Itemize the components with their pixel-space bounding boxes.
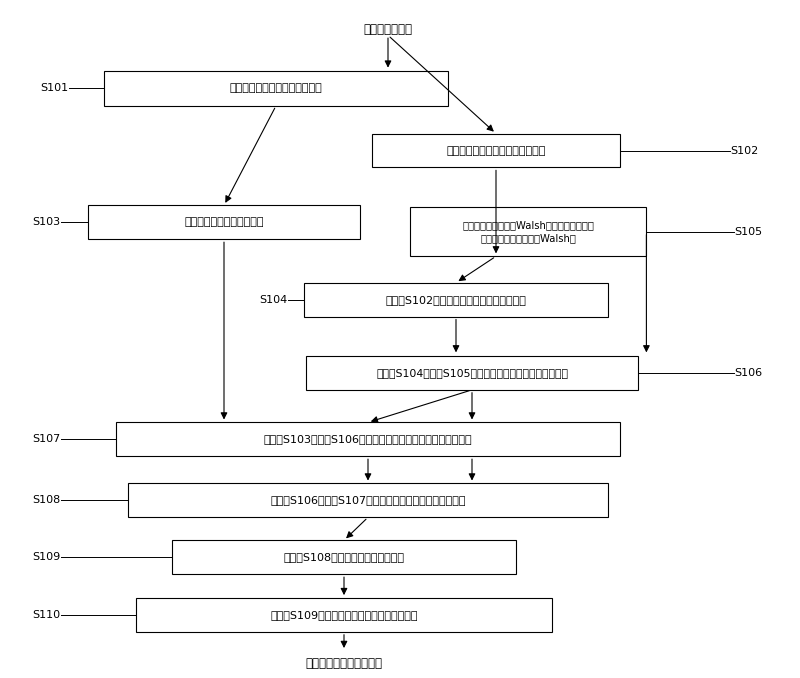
Text: S103: S103 — [32, 218, 61, 227]
Text: 对步骤S106和步骤S107的输出，对应相乘后产生一组输出: 对步骤S106和步骤S107的输出，对应相乘后产生一组输出 — [270, 496, 466, 505]
FancyBboxPatch shape — [372, 134, 620, 167]
FancyBboxPatch shape — [304, 283, 608, 317]
Text: S107: S107 — [32, 435, 61, 444]
Text: S104: S104 — [259, 295, 288, 304]
FancyBboxPatch shape — [410, 207, 646, 256]
FancyBboxPatch shape — [136, 598, 552, 632]
Text: 发生一组正交码例如Walsh码，产生某一长度
的一组正交码例如一组Walsh码: 发生一组正交码例如Walsh码，产生某一长度 的一组正交码例如一组Walsh码 — [462, 220, 594, 243]
Text: 对步骤S102中产生的扩频码按某一长度分段: 对步骤S102中产生的扩频码按某一长度分段 — [386, 295, 526, 304]
Text: 对接收信号按某一长度分段: 对接收信号按某一长度分段 — [184, 218, 264, 227]
FancyBboxPatch shape — [128, 483, 608, 517]
Text: 对步骤S109的输出，进行段的合并后产生输出: 对步骤S109的输出，进行段的合并后产生输出 — [270, 610, 418, 620]
FancyBboxPatch shape — [116, 422, 620, 456]
Text: 对步骤S104和步骤S105的输出，对应相乘后产生一组输出: 对步骤S104和步骤S105的输出，对应相乘后产生一组输出 — [376, 368, 568, 378]
Text: S109: S109 — [32, 553, 61, 562]
Text: 检测并解调接收信号中的强信号: 检测并解调接收信号中的强信号 — [230, 83, 322, 93]
Text: S102: S102 — [730, 146, 758, 155]
Text: 对步骤S108的输出，累加后产生输出: 对步骤S108的输出，累加后产生输出 — [283, 553, 405, 562]
Text: 接收的原始信号: 接收的原始信号 — [363, 22, 413, 36]
FancyBboxPatch shape — [104, 71, 448, 106]
Text: S106: S106 — [734, 368, 762, 378]
FancyBboxPatch shape — [172, 540, 516, 574]
Text: 产生与某一个强信号同步的扩频码: 产生与某一个强信号同步的扩频码 — [446, 146, 546, 155]
Text: 对步骤S103和步骤S106的输出，对应求卷积和后产生一个输出: 对步骤S103和步骤S106的输出，对应求卷积和后产生一个输出 — [264, 435, 472, 444]
Text: S101: S101 — [40, 83, 69, 93]
Text: S105: S105 — [734, 227, 762, 237]
Text: S108: S108 — [32, 496, 61, 505]
FancyBboxPatch shape — [306, 356, 638, 390]
FancyBboxPatch shape — [88, 205, 360, 239]
Text: 互相关干扰抑制后的信号: 互相关干扰抑制后的信号 — [306, 656, 382, 670]
Text: S110: S110 — [32, 610, 61, 620]
